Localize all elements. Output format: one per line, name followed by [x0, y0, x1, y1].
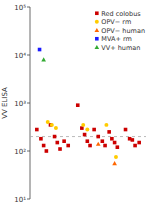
point	[45, 149, 49, 153]
series	[38, 48, 42, 52]
point	[58, 147, 62, 151]
point	[137, 141, 141, 145]
point	[35, 128, 39, 132]
point	[83, 133, 87, 137]
y-tick-label: 10¹	[14, 196, 26, 204]
legend: Red colobusOPV− rmOPV− humanMVA+ rmVV+ h…	[94, 10, 145, 52]
cutoff-line	[30, 136, 146, 137]
point	[103, 144, 107, 148]
point	[131, 138, 135, 142]
series	[35, 103, 141, 152]
point	[101, 139, 105, 143]
point	[96, 142, 101, 146]
y-tick	[27, 55, 30, 56]
legend-label: Red colobus	[101, 10, 141, 18]
point	[116, 145, 120, 149]
y-tick-label: 10²	[14, 148, 26, 156]
point	[85, 128, 89, 132]
point	[110, 137, 114, 141]
y-axis-label: VV ELISA	[1, 87, 9, 119]
plot-area	[30, 48, 146, 165]
point	[42, 144, 46, 148]
legend-marker	[95, 11, 99, 15]
point	[104, 123, 108, 127]
point	[96, 135, 100, 139]
point	[54, 126, 58, 130]
point	[66, 144, 70, 148]
point	[133, 144, 137, 148]
point	[46, 120, 50, 124]
point	[92, 128, 96, 132]
legend-label: VV+ human	[101, 44, 140, 52]
point	[38, 48, 42, 52]
y-tick	[27, 151, 30, 152]
point	[39, 137, 43, 141]
y-tick-label: 10³	[14, 100, 26, 108]
legend-label: OPV− rm	[101, 18, 131, 26]
point	[88, 144, 92, 148]
y-tick-label: 10⁵	[14, 4, 26, 12]
legend-marker	[95, 20, 99, 24]
point	[124, 128, 128, 132]
legend-marker	[94, 45, 99, 49]
point	[107, 130, 111, 134]
point	[112, 161, 117, 165]
legend-label: OPV− human	[101, 27, 145, 35]
point	[86, 139, 90, 143]
y-tick-label: 10⁴	[14, 52, 26, 60]
legend-marker	[94, 28, 99, 32]
point	[76, 103, 80, 107]
point	[53, 135, 57, 139]
point	[81, 123, 85, 127]
point	[55, 141, 59, 145]
point	[62, 139, 66, 143]
series	[41, 57, 46, 61]
chart: 10¹ 10² 10³ 10⁴ 10⁵ VV ELISA Red colobusOPV− r…	[0, 0, 150, 206]
y-tick	[27, 199, 30, 200]
legend-marker	[95, 37, 99, 41]
series	[96, 142, 117, 166]
y-tick	[27, 103, 30, 104]
point	[50, 123, 54, 127]
point	[113, 141, 117, 145]
y-tick	[27, 7, 30, 8]
point	[114, 155, 118, 159]
legend-label: MVA+ rm	[101, 35, 132, 43]
point	[41, 57, 46, 61]
series	[46, 120, 118, 159]
